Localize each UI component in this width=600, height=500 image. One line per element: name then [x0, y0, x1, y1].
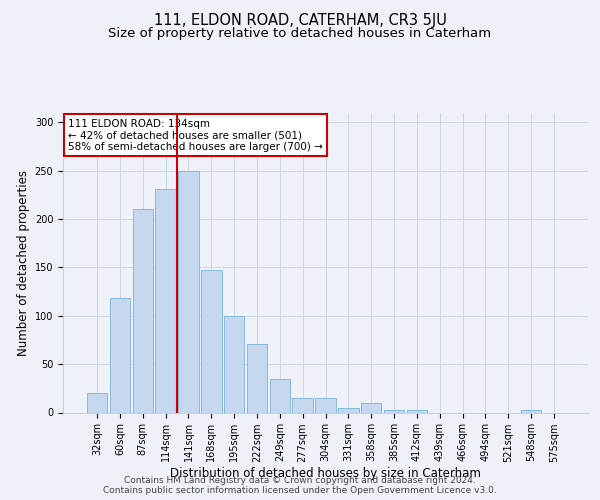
X-axis label: Distribution of detached houses by size in Caterham: Distribution of detached houses by size …: [170, 468, 481, 480]
Bar: [178, 170, 199, 412]
Bar: [155, 189, 176, 412]
Bar: [110, 298, 130, 412]
Bar: [407, 410, 427, 412]
Bar: [384, 410, 404, 412]
Bar: [269, 378, 290, 412]
Text: 111 ELDON ROAD: 134sqm
← 42% of detached houses are smaller (501)
58% of semi-de: 111 ELDON ROAD: 134sqm ← 42% of detached…: [68, 118, 323, 152]
Bar: [201, 270, 221, 412]
Y-axis label: Number of detached properties: Number of detached properties: [17, 170, 31, 356]
Bar: [133, 210, 153, 412]
Text: 111, ELDON ROAD, CATERHAM, CR3 5JU: 111, ELDON ROAD, CATERHAM, CR3 5JU: [154, 12, 446, 28]
Text: Contains public sector information licensed under the Open Government Licence v3: Contains public sector information licen…: [103, 486, 497, 495]
Bar: [247, 344, 267, 412]
Bar: [224, 316, 244, 412]
Bar: [521, 410, 541, 412]
Bar: [338, 408, 359, 412]
Bar: [361, 403, 382, 412]
Bar: [292, 398, 313, 412]
Bar: [315, 398, 336, 412]
Text: Size of property relative to detached houses in Caterham: Size of property relative to detached ho…: [109, 28, 491, 40]
Bar: [87, 393, 107, 412]
Text: Contains HM Land Registry data © Crown copyright and database right 2024.: Contains HM Land Registry data © Crown c…: [124, 476, 476, 485]
